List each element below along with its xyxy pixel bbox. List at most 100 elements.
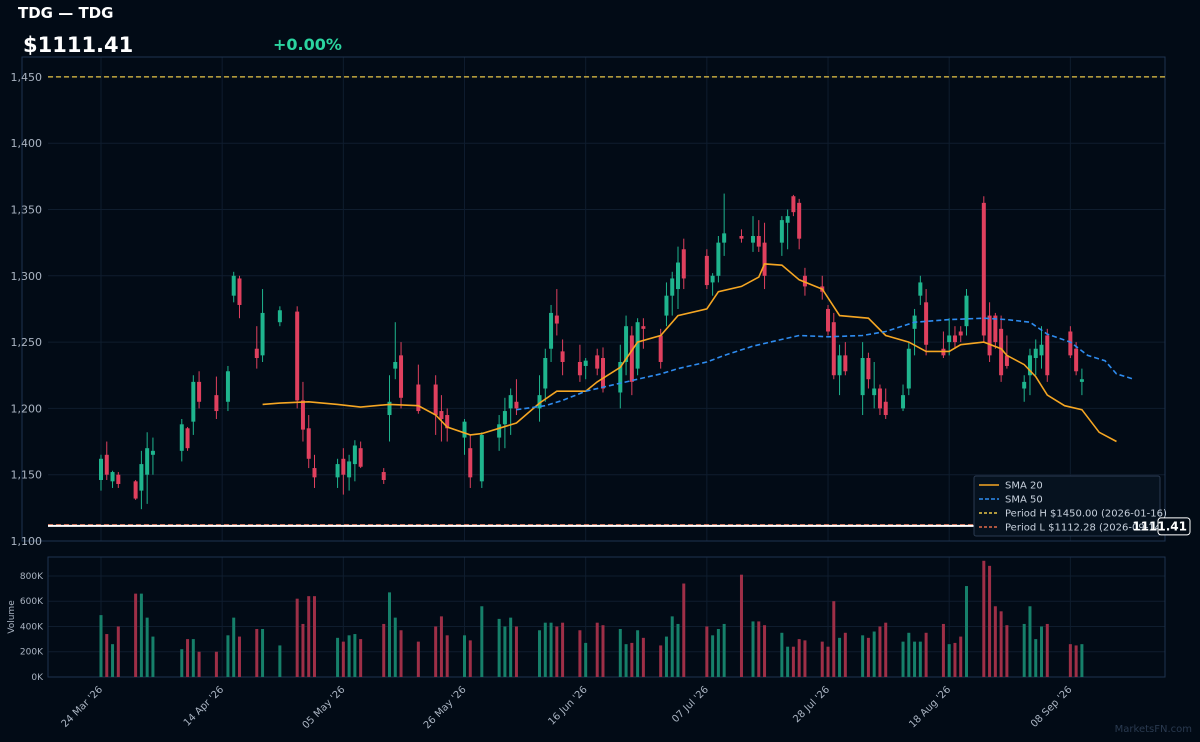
volume-bar	[509, 617, 513, 677]
candle-body	[600, 358, 605, 389]
sma50-line	[516, 317, 1135, 411]
volume-bar	[278, 645, 282, 677]
sma20-line	[262, 263, 1117, 443]
volume-bar	[820, 641, 824, 677]
volume-tick-label: 200K	[20, 648, 44, 658]
volume-tick-label: 0K	[31, 673, 44, 683]
legend-sma20-label: SMA 20	[1005, 481, 1043, 492]
candle-body	[993, 315, 998, 343]
volume-bar	[393, 617, 397, 677]
volume-bar	[872, 631, 876, 677]
legend-box	[973, 475, 1161, 537]
last-price-box	[1157, 517, 1191, 536]
volume-bar	[826, 646, 830, 677]
candle-body	[826, 308, 831, 332]
volume-bar	[941, 623, 945, 677]
volume-bar	[416, 641, 420, 677]
volume-bar	[601, 625, 605, 677]
volume-bar	[214, 651, 218, 677]
candle-body	[433, 384, 438, 416]
candle-body	[670, 278, 675, 296]
volume-bar	[751, 621, 755, 677]
volume-bar	[988, 565, 992, 677]
volume-bar	[111, 644, 115, 677]
candle-body	[497, 424, 502, 438]
volume-bar	[739, 574, 743, 677]
volume-bar	[993, 606, 997, 677]
legend-sma50-label: SMA 50	[1005, 495, 1043, 506]
volume-bar	[445, 635, 449, 677]
candle-body	[618, 361, 623, 393]
candle-body	[704, 255, 709, 286]
y-tick-label: 1,100	[11, 535, 43, 548]
candle-body	[739, 236, 744, 239]
candle-body	[860, 358, 865, 396]
candle-body	[381, 472, 386, 481]
candle-body	[999, 328, 1004, 376]
x-tick-label: 14 Apr '26	[182, 684, 226, 728]
volume-bar	[514, 626, 518, 677]
candle-body	[116, 474, 121, 484]
candle-body	[150, 450, 155, 455]
volume-bar	[763, 625, 767, 677]
volume-bar	[780, 632, 784, 677]
volume-bar	[861, 635, 865, 677]
volume-bar	[1080, 644, 1084, 677]
x-tick-label: 05 May '26	[301, 684, 348, 731]
moving-averages	[262, 263, 1135, 443]
candle-body	[676, 262, 680, 290]
volume-bar	[578, 630, 582, 677]
price-panel-frame	[21, 56, 1166, 542]
candle-body	[877, 388, 882, 409]
volume-bar	[388, 592, 391, 677]
candle-body	[791, 196, 796, 213]
candle-body	[577, 361, 582, 376]
candle-body	[237, 278, 242, 305]
last-price-label: 1111.41	[1132, 519, 1187, 533]
volume-bar	[1005, 625, 1009, 677]
candle-body	[479, 434, 484, 482]
candle-body	[300, 400, 305, 430]
volume-bar	[797, 639, 801, 677]
candle-body	[508, 395, 513, 409]
candle-body	[352, 445, 357, 465]
volume-bar	[595, 622, 599, 677]
candle-body	[104, 454, 109, 475]
volume-bar	[480, 606, 484, 677]
candle-body	[1074, 348, 1079, 372]
candle-body	[635, 322, 640, 369]
volume-bar	[1028, 606, 1032, 677]
candle-body	[664, 295, 669, 316]
candle-body	[785, 216, 790, 223]
candle-body	[335, 464, 340, 478]
reference-lines	[48, 76, 1165, 527]
y-tick-label: 1,250	[11, 336, 43, 349]
candle-body	[958, 331, 963, 336]
candle-body	[543, 358, 548, 389]
candle-body	[947, 335, 952, 343]
candle-body	[583, 360, 588, 366]
candle-body	[133, 481, 138, 499]
volume-bar	[139, 593, 143, 677]
volume-bar	[716, 629, 720, 677]
volume-bar	[630, 642, 634, 677]
volume-bar	[999, 611, 1003, 677]
volume-bars	[99, 560, 1084, 677]
candle-body	[779, 220, 784, 243]
volume-bar	[1074, 645, 1078, 677]
candle-body	[918, 282, 923, 296]
volume-bar	[463, 635, 467, 677]
volume-bar	[301, 623, 305, 677]
volume-bar	[232, 617, 236, 677]
volume-bar	[982, 560, 986, 677]
volume-bar	[907, 632, 911, 677]
candle-body	[762, 242, 767, 276]
volume-bar	[538, 630, 542, 677]
candle-body	[751, 236, 756, 243]
volume-bar	[705, 626, 709, 677]
candle-body	[231, 275, 236, 296]
volume-bar	[341, 641, 345, 677]
candle-body	[277, 310, 282, 323]
volume-bar	[913, 641, 917, 677]
